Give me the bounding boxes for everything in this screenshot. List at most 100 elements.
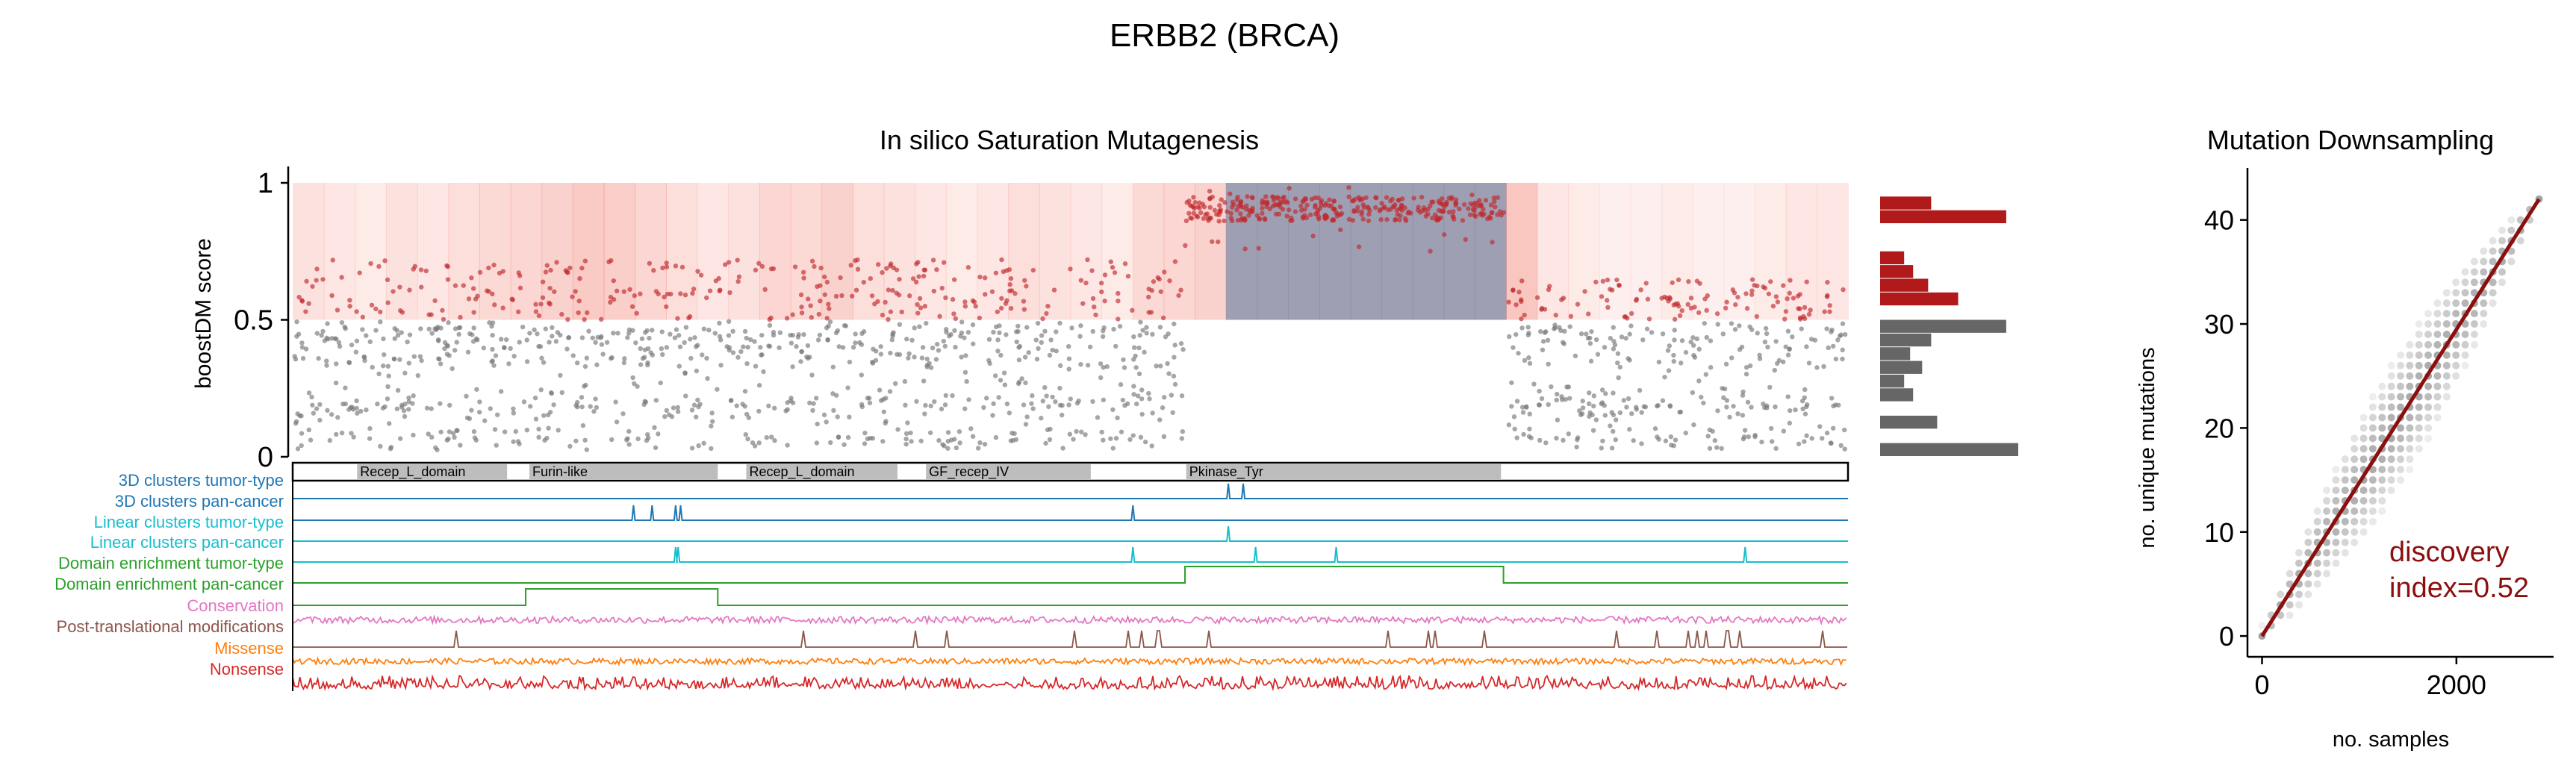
score-point bbox=[1522, 312, 1527, 318]
score-point bbox=[1797, 306, 1802, 311]
score-point bbox=[438, 429, 444, 434]
score-point bbox=[611, 278, 617, 284]
score-point bbox=[1513, 331, 1519, 337]
score-point bbox=[1772, 367, 1778, 373]
score-point bbox=[672, 335, 678, 340]
score-point bbox=[917, 324, 922, 329]
score-point bbox=[1142, 439, 1148, 445]
score-point bbox=[735, 258, 740, 263]
score-point bbox=[1836, 402, 1841, 408]
score-point bbox=[364, 333, 369, 338]
score-point bbox=[547, 340, 552, 345]
score-point bbox=[962, 304, 968, 309]
score-point bbox=[1611, 428, 1616, 434]
score-point bbox=[1178, 287, 1183, 293]
score-point bbox=[1022, 278, 1027, 283]
score-point bbox=[333, 380, 339, 386]
score-point bbox=[1509, 404, 1514, 409]
score-point bbox=[329, 293, 335, 299]
score-point bbox=[821, 412, 827, 418]
score-point bbox=[1154, 363, 1159, 369]
score-point bbox=[1113, 436, 1119, 441]
score-point bbox=[811, 401, 816, 406]
score-point bbox=[981, 405, 986, 411]
score-point bbox=[492, 302, 497, 308]
score-point bbox=[429, 406, 434, 411]
score-point bbox=[1146, 310, 1151, 315]
downsampling-point bbox=[2368, 496, 2377, 505]
score-point bbox=[726, 333, 732, 338]
score-point bbox=[918, 305, 924, 310]
score-point bbox=[825, 337, 830, 343]
downsampling-point bbox=[2295, 601, 2303, 609]
score-point bbox=[471, 429, 477, 434]
score-point bbox=[909, 439, 914, 444]
score-point bbox=[1160, 315, 1166, 321]
score-point bbox=[375, 401, 380, 407]
score-point bbox=[1491, 195, 1497, 201]
score-point bbox=[717, 334, 723, 339]
score-point bbox=[717, 320, 722, 326]
downsampling-point bbox=[2406, 413, 2414, 422]
score-point bbox=[1059, 412, 1065, 418]
downsampling-point bbox=[2489, 237, 2497, 245]
score-point bbox=[1493, 205, 1498, 210]
score-point bbox=[883, 420, 888, 426]
score-point bbox=[1766, 291, 1772, 296]
score-point bbox=[705, 375, 710, 381]
score-point bbox=[1098, 361, 1104, 366]
score-point bbox=[533, 302, 538, 307]
score-point bbox=[1158, 289, 1163, 294]
score-point bbox=[956, 429, 962, 434]
score-point bbox=[759, 332, 765, 338]
score-point bbox=[1591, 393, 1597, 399]
score-point bbox=[1051, 287, 1057, 293]
track-line bbox=[292, 656, 1847, 668]
score-point bbox=[1092, 305, 1097, 310]
score-point bbox=[1539, 396, 1545, 402]
score-point bbox=[541, 413, 547, 418]
score-point bbox=[1720, 386, 1725, 391]
score-point bbox=[704, 295, 709, 301]
downsampling-point bbox=[2415, 372, 2423, 380]
score-point bbox=[1003, 301, 1009, 306]
score-point bbox=[437, 356, 442, 362]
score-point bbox=[1113, 343, 1119, 349]
score-point bbox=[827, 440, 833, 446]
score-point bbox=[1660, 398, 1666, 403]
score-point bbox=[1313, 211, 1319, 217]
score-point bbox=[1540, 339, 1546, 344]
fit-line bbox=[2260, 198, 2541, 637]
downsampling-point bbox=[2480, 320, 2488, 328]
score-point bbox=[718, 287, 723, 293]
downsampling-point bbox=[2286, 611, 2294, 619]
heat-cell bbox=[1630, 183, 1663, 320]
score-point bbox=[1704, 334, 1710, 340]
score-point bbox=[438, 401, 443, 406]
score-point bbox=[645, 346, 651, 352]
score-point bbox=[1481, 207, 1486, 212]
histogram-bar bbox=[1880, 292, 1959, 306]
score-point bbox=[1617, 282, 1622, 288]
score-point bbox=[1076, 398, 1081, 404]
score-point bbox=[538, 302, 544, 307]
score-point bbox=[293, 421, 299, 426]
score-point bbox=[1039, 333, 1045, 338]
score-point bbox=[476, 410, 482, 415]
score-point bbox=[1007, 281, 1012, 287]
downsampling-point bbox=[2442, 320, 2451, 328]
score-point bbox=[659, 346, 665, 352]
score-point bbox=[853, 340, 858, 346]
score-point bbox=[564, 269, 570, 275]
score-point bbox=[912, 325, 917, 331]
score-point bbox=[324, 363, 329, 368]
figure-title: ERBB2 (BRCA) bbox=[1110, 17, 1340, 54]
score-point bbox=[1384, 195, 1390, 200]
heat-cell bbox=[1008, 183, 1040, 320]
score-point bbox=[1077, 334, 1083, 339]
score-point bbox=[673, 263, 679, 269]
domain-block bbox=[746, 464, 897, 479]
score-point bbox=[1683, 349, 1689, 355]
score-point bbox=[826, 302, 831, 307]
score-point bbox=[1507, 334, 1512, 340]
